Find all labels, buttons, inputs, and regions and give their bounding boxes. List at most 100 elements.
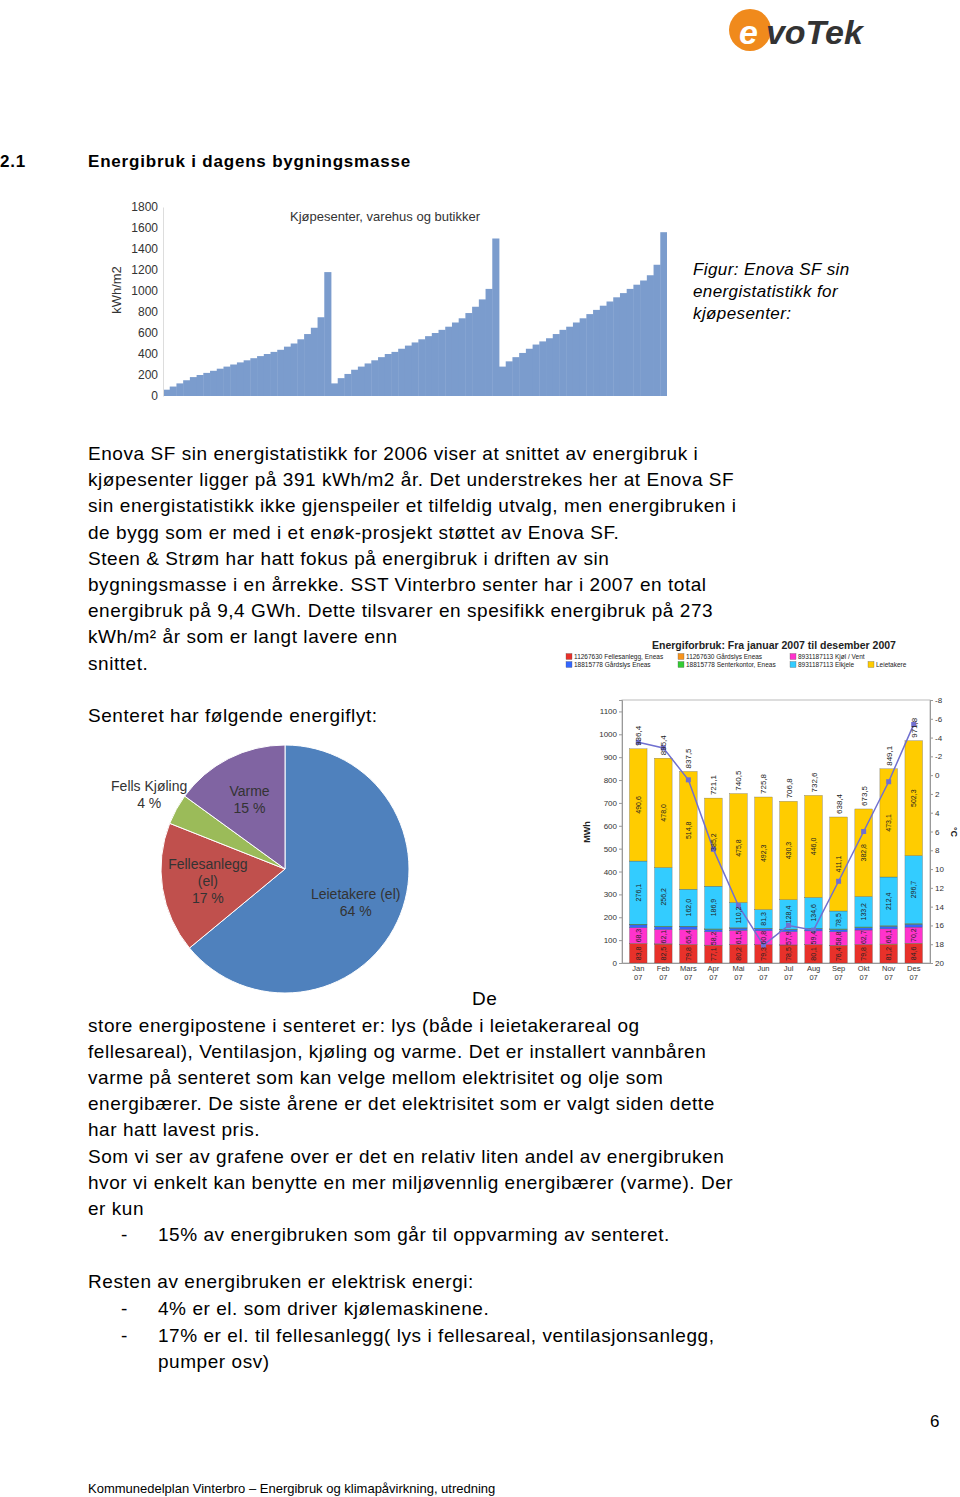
paragraph-line: fellesareal), Ventilasjon, kjøling og va…: [88, 1041, 706, 1062]
y-axis-tick: 1100: [600, 707, 622, 716]
bar: [250, 358, 257, 396]
data-label: 62,7: [860, 930, 867, 944]
bar-segment: [880, 877, 898, 926]
bar-segment: [880, 929, 898, 944]
y-axis-tick-label: 600: [138, 326, 158, 340]
y2-axis-tick-label: -4: [935, 734, 943, 743]
slice-value-label: 4 %: [137, 795, 161, 811]
total-mark: [755, 797, 773, 798]
bar: [190, 377, 197, 396]
bar-segment: [805, 945, 823, 963]
legend-swatch: [566, 662, 572, 668]
paragraph-line: snittet.: [88, 653, 148, 674]
y2-axis-tick-label: 10: [935, 865, 944, 874]
bar: [654, 265, 661, 396]
paragraph-line: Enova SF sin energistatistikk for 2006 v…: [88, 443, 698, 464]
bar-segment: [755, 797, 773, 910]
figure-caption: kjøpesenter:: [693, 304, 791, 323]
y-axis: 020040060080010001200140016001800: [131, 200, 163, 403]
paragraph-line: kWh/m² år som er langt lavere enn: [88, 626, 398, 647]
y2-axis-tick-mark: [930, 869, 933, 870]
bar-segment: [805, 795, 823, 897]
bar: [593, 310, 600, 396]
bar: [358, 367, 365, 396]
legend: 11267630 Fellesanlegg, Eneas11267630 Går…: [566, 653, 907, 669]
paragraph-line: de bygg som er med i et enøk-prosjekt st…: [88, 522, 619, 543]
data-label: 80,2: [735, 947, 742, 961]
x-tick-label: Mai07: [732, 964, 744, 981]
list-bullet: -: [121, 1298, 128, 1319]
bar: [412, 342, 419, 396]
bar: [620, 293, 627, 396]
x-tick-label: Nov07: [882, 964, 896, 981]
data-label: 77,1: [710, 947, 717, 961]
y2-axis-tick: 6: [930, 828, 940, 837]
y2-axis-title: °C: [949, 827, 959, 838]
bar: [244, 360, 251, 396]
y-axis-tick-mark: [619, 734, 622, 735]
data-label: 81,2: [885, 947, 892, 961]
paragraph-line: energibruk på 9,4 GWh. Dette tilsvarer e…: [88, 600, 713, 621]
logo-text: evoTek: [739, 13, 865, 51]
y2-axis-tick-label: 20: [935, 959, 944, 968]
data-label: 492,3: [760, 844, 767, 862]
plot-background: [622, 700, 930, 963]
data-label: 57,9: [785, 931, 792, 945]
bar: [378, 357, 385, 396]
y2-axis-line: [931, 701, 934, 964]
heading-number: 2.1: [0, 152, 26, 171]
bar: [580, 318, 587, 396]
legend-label: 11267630 Gårdslys Eneas: [686, 653, 763, 661]
legend-swatch: [868, 662, 874, 668]
bar: [566, 327, 573, 396]
y2-axis-tick: 2: [930, 790, 940, 799]
total-label: 895,4: [659, 735, 668, 756]
y-axis-tick: 200: [604, 913, 622, 922]
bar-segment: [880, 769, 898, 877]
legend-label: 18815778 Gårdslys Eneas: [574, 661, 651, 669]
y2-axis-tick-mark: [930, 850, 933, 851]
bar: [405, 346, 412, 396]
data-label: 59,4: [810, 931, 817, 945]
y-axis-tick-label: 400: [604, 868, 618, 877]
list-text: 15% av energibruken som går til oppvarmi…: [158, 1224, 670, 1245]
y-axis-tick-label: 1800: [131, 200, 158, 214]
y-axis-tick: 600: [138, 326, 163, 340]
y-axis-tick: 500: [604, 845, 622, 854]
bar-segment: [730, 928, 748, 930]
bar-segment: [855, 930, 873, 944]
bar: [640, 281, 647, 397]
y-axis-tick-label: 200: [138, 368, 158, 382]
bar: [472, 307, 479, 396]
bar: [257, 356, 264, 396]
y-axis-tick: 900: [604, 753, 622, 762]
line-marker: [886, 779, 891, 784]
y-axis-line: [163, 208, 164, 397]
y2-axis-tick: 8: [930, 846, 940, 855]
data-label: 61,5: [735, 931, 742, 945]
y-axis-tick-mark: [619, 780, 622, 781]
data-label: 514,8: [685, 821, 692, 839]
bar: [291, 344, 298, 397]
y-axis-tick-mark: [619, 940, 622, 941]
bar: [391, 352, 398, 396]
total-mark: [705, 798, 723, 799]
total-label: 740,5: [734, 770, 743, 791]
x-tick-label: Jan07: [632, 964, 644, 981]
total-label: 725,8: [759, 773, 768, 794]
bar-segment: [780, 801, 798, 899]
bar-segment: [880, 944, 898, 963]
y2-axis-tick-mark: [930, 925, 933, 926]
legend-swatch: [678, 654, 684, 660]
bar: [627, 289, 634, 396]
bar: [425, 336, 432, 396]
bar-segment: [780, 900, 798, 929]
bar-segment: [705, 945, 723, 963]
y2-axis-tick: 0: [930, 771, 940, 780]
data-label: 212,4: [885, 892, 892, 910]
total-label: 849,1: [885, 745, 894, 766]
total-mark: [830, 817, 848, 818]
bar: [284, 347, 291, 396]
x-axis-tick: Aug07: [807, 964, 820, 981]
x-tick-label: Des07: [907, 964, 921, 981]
